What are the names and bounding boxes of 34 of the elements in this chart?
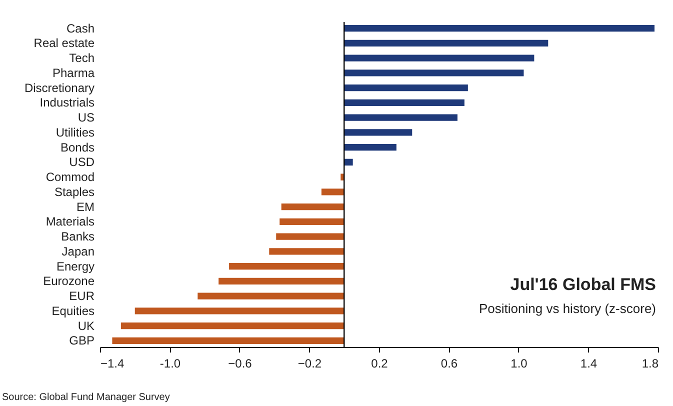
y-tick-label: Industrials	[40, 96, 94, 110]
y-tick-label: Commod	[46, 170, 94, 184]
x-tick-label: −1.4	[100, 356, 125, 370]
x-tick-label: 0.2	[371, 356, 388, 370]
y-tick-label: Eurozone	[43, 274, 95, 288]
y-tick-label: Staples	[54, 184, 94, 199]
y-tick-label: Discretionary	[24, 80, 94, 95]
y-tick-label: Utilities	[56, 125, 94, 140]
text: Jul'16 Global FMS	[510, 275, 656, 294]
y-tick-label: UK	[78, 318, 94, 333]
y-tick-label: Japan	[62, 244, 94, 258]
y-tick-label: Real estate	[34, 36, 95, 50]
x-tick-label: -1.0	[160, 356, 181, 370]
y-tick-label: EUR	[69, 289, 95, 304]
y-tick-label: EM	[76, 200, 95, 214]
x-tick-label: 1.0	[510, 356, 528, 370]
text: Positioning vs history (z-score)	[479, 301, 656, 316]
x-tick-label: −0.2	[298, 356, 322, 370]
x-tick-label: 1.8	[642, 356, 659, 370]
y-tick-label: USD	[69, 155, 95, 170]
x-tick-label: −0.6	[228, 356, 252, 370]
x-tick-label: 0.6	[440, 356, 458, 370]
y-tick-label: Equities	[52, 304, 94, 318]
y-tick-label: Pharma	[52, 66, 95, 80]
source-note: Source: Global Fund Manager Survey	[2, 392, 170, 403]
y-tick-label: US	[78, 110, 94, 125]
y-tick-label: Bonds	[60, 140, 94, 154]
x-tick-label: 1.4	[580, 356, 598, 370]
y-tick-label: Tech	[69, 51, 94, 66]
y-tick-label: Banks	[61, 230, 94, 244]
y-tick-label: Cash	[66, 21, 94, 36]
y-tick-label: GBP	[69, 334, 94, 348]
y-tick-label: Energy	[56, 259, 94, 274]
y-tick-label: Materials	[46, 214, 94, 229]
